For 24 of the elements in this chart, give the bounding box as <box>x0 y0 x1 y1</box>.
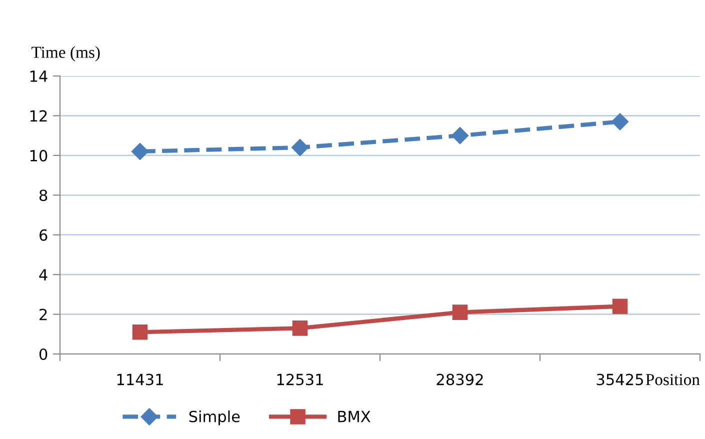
point <box>611 113 629 130</box>
x-tick-label: 28392 <box>436 374 483 386</box>
point <box>132 324 148 340</box>
point <box>452 304 468 320</box>
y-tick-label: 10 <box>30 150 48 162</box>
x-tick-label: 35425 <box>596 374 643 386</box>
point <box>612 298 628 314</box>
x-tick-label: 11431 <box>117 374 163 386</box>
legend-label: BMX <box>338 410 370 422</box>
y-tick-label: 2 <box>40 308 47 320</box>
y-tick-label: 8 <box>40 190 48 202</box>
y-tick-label: 12 <box>30 110 47 122</box>
y-tick-label: 14 <box>30 70 48 82</box>
legend-label: Simple <box>189 410 240 426</box>
point <box>131 142 149 160</box>
y-tick-label: 6 <box>40 229 48 241</box>
point <box>451 127 469 144</box>
point <box>291 138 309 156</box>
y-tick-label: 0 <box>39 348 48 360</box>
x-tick-label: 12531 <box>277 374 323 386</box>
x-axis-title: Position <box>646 374 700 386</box>
y-axis-title: Time (ms) <box>32 46 100 62</box>
y-tick-label: 4 <box>39 269 48 280</box>
point <box>292 320 308 336</box>
